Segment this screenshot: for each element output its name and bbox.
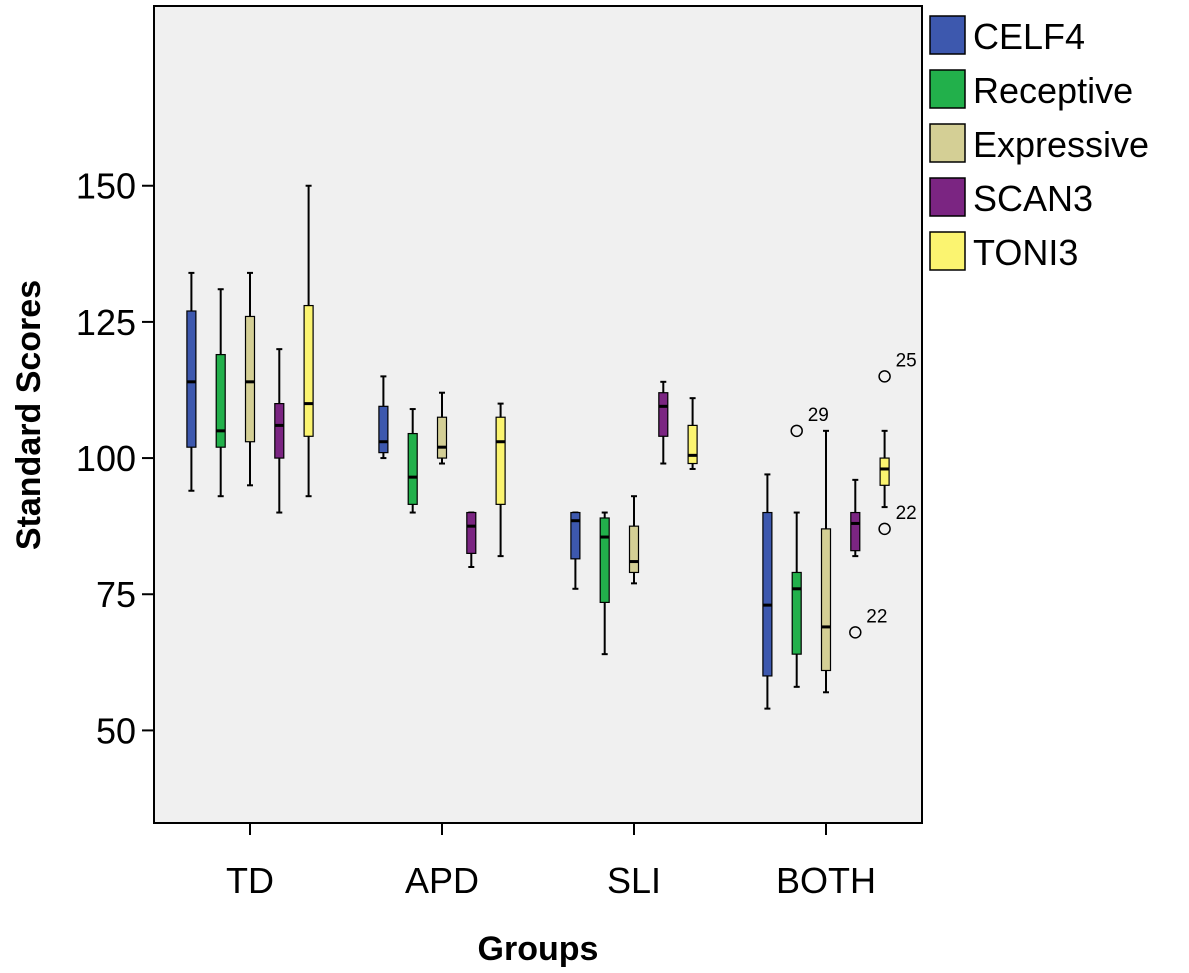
legend-swatch-scan3 [929,177,966,217]
outlier-point [878,522,891,536]
box-iqr [791,571,802,655]
box-celf4-both [762,473,773,710]
box-iqr [244,315,256,443]
x-tick-label: APD [405,860,479,901]
box-iqr [407,432,418,505]
box-iqr [879,457,890,486]
legend-swatch-expressive [929,123,966,163]
x-tick-label: BOTH [776,860,876,901]
box-iqr [378,405,389,454]
outlier-point [878,370,891,383]
y-tick-label: 50 [96,710,136,751]
legend-swatch-receptive [929,69,966,109]
box-iqr [215,353,226,448]
y-axis: 50 75 100 125 150 [76,166,154,751]
box-expressive-both [820,429,832,694]
y-tick-label: 125 [76,302,136,343]
box-receptive-td [215,288,226,498]
box-celf4-apd [378,375,389,460]
box-celf4-sli [570,511,581,590]
y-tick-label: 100 [76,438,136,479]
box-scan3-sli [658,380,669,465]
y-tick-label: 75 [96,574,136,615]
box-expressive-td [244,271,256,487]
box-series: 29 22 25 22 [186,184,917,710]
legend-label-receptive: Receptive [973,70,1133,111]
outlier-label: 22 [896,503,917,524]
box-iqr [495,416,506,505]
box-toni3-apd [495,402,506,558]
box-iqr [599,517,610,604]
outlier-point [790,424,803,438]
box-scan3-both: 22 [849,478,887,639]
outlier-label: 25 [896,350,917,371]
box-iqr [303,304,314,437]
box-toni3-td [303,184,314,498]
box-expressive-apd [436,391,448,465]
outlier-label: 22 [866,606,887,627]
legend-swatch-celf4 [929,15,966,55]
x-tick-label: SLI [607,860,661,901]
box-scan3-apd [466,511,477,569]
box-iqr [274,403,285,459]
x-axis-title: Groups [478,930,599,968]
outlier-label: 29 [808,405,829,426]
box-receptive-both: 29 [790,405,829,688]
legend-label-toni3: TONI3 [973,232,1078,273]
x-axis: TD APD SLI BOTH [226,823,876,901]
box-iqr [466,511,477,554]
box-iqr [820,528,832,672]
box-iqr [658,392,669,437]
legend-swatch-toni3 [929,231,966,271]
legend: CELF4 Receptive Expressive SCAN3 TONI3 [929,15,1149,273]
box-iqr [436,416,448,459]
box-receptive-apd [407,408,418,514]
box-celf4-td [186,271,197,492]
box-iqr [762,511,773,677]
box-iqr [687,424,698,465]
y-axis-title: Standard Scores [10,280,48,550]
box-iqr [570,511,581,560]
box-toni3-sli [687,397,698,470]
box-scan3-td [274,348,285,514]
box-iqr [850,511,861,552]
outlier-point [849,626,862,639]
box-toni3-both: 25 22 [878,350,917,536]
box-receptive-sli [599,511,610,656]
legend-label-celf4: CELF4 [973,16,1085,57]
y-tick-label: 150 [76,166,136,207]
box-expressive-sli [628,495,640,585]
x-tick-label: TD [226,860,274,901]
legend-label-expressive: Expressive [973,124,1149,165]
box-iqr [186,310,197,448]
box-iqr [628,525,640,574]
legend-label-scan3: SCAN3 [973,178,1093,219]
